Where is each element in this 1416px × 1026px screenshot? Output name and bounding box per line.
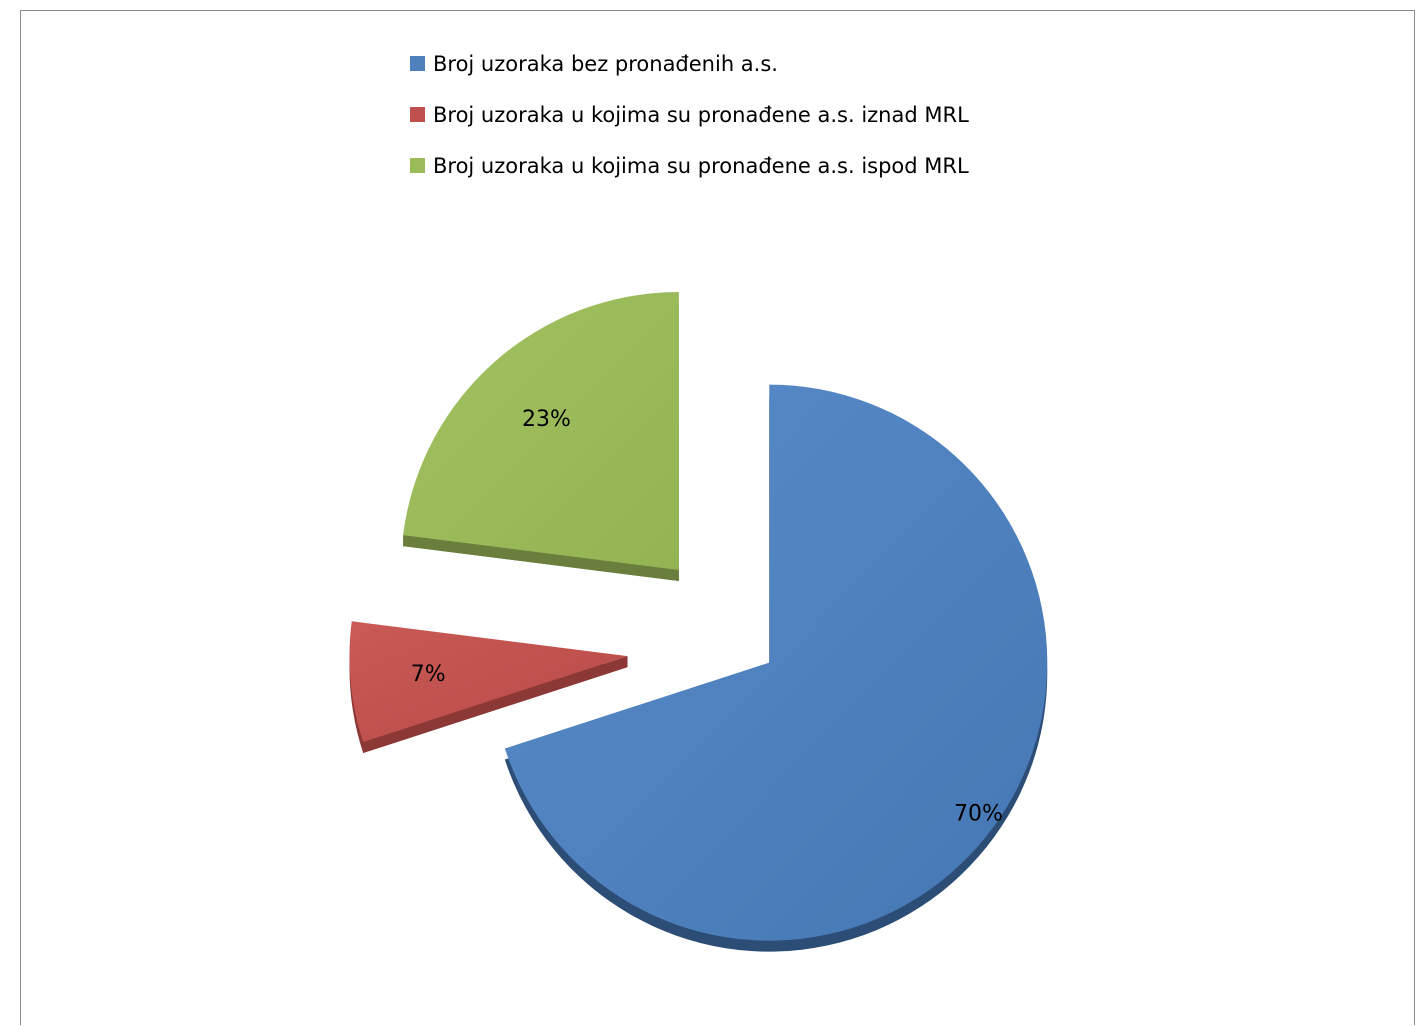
pie-slice-edge-1 — [363, 656, 628, 754]
legend-item-2: Broj uzoraka u kojima su pronađene a.s. … — [410, 140, 969, 191]
pie-slice-2 — [403, 291, 679, 570]
legend-swatch-0 — [410, 56, 425, 71]
legend-label-0: Broj uzoraka bez pronađenih a.s. — [433, 51, 778, 76]
legend-swatch-2 — [410, 158, 425, 173]
pie-data-label-2: 23% — [522, 407, 571, 432]
pie-data-label-1: 7% — [411, 662, 446, 687]
legend-item-0: Broj uzoraka bez pronađenih a.s. — [410, 38, 969, 89]
legend-item-1: Broj uzoraka u kojima su pronađene a.s. … — [410, 89, 969, 140]
pie-slice-edge-2 — [403, 535, 679, 581]
pie-slice-0 — [504, 384, 1048, 941]
legend: Broj uzoraka bez pronađenih a.s. Broj uz… — [410, 38, 969, 191]
legend-swatch-1 — [410, 107, 425, 122]
pie-slice-1 — [349, 621, 628, 743]
pie-data-label-0: 70% — [954, 802, 1003, 827]
legend-label-1: Broj uzoraka u kojima su pronađene a.s. … — [433, 102, 969, 127]
legend-label-2: Broj uzoraka u kojima su pronađene a.s. … — [433, 153, 969, 178]
